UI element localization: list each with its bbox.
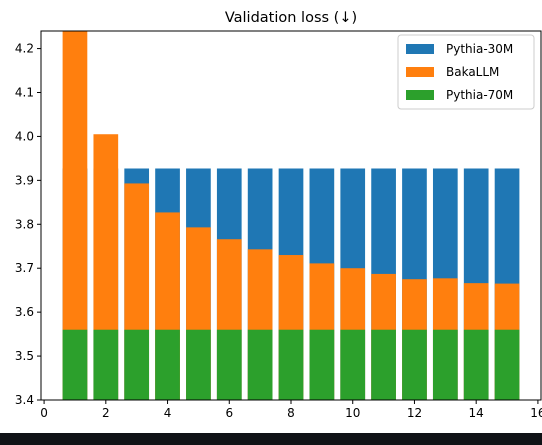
bar-pythia-70m-5 — [186, 329, 211, 400]
bar-pythia-70m-8 — [278, 329, 304, 400]
legend-label: Pythia-70M — [446, 88, 513, 102]
axes-group: 3.4 3.5 3.6 3.7 3.8 3.9 4.0 4.1 4.2 0 2 4 6 8 10 12 14 16 — [15, 30, 542, 420]
bar-pythia-70m-3 — [124, 329, 150, 400]
y-tick-label: 3.6 — [15, 305, 34, 319]
x-tick-label: 8 — [287, 406, 295, 420]
x-tick-label: 0 — [40, 406, 48, 420]
y-tick-label: 3.4 — [15, 393, 34, 407]
x-tick-label: 16 — [530, 406, 542, 420]
y-tick-label: 3.7 — [15, 261, 34, 275]
legend-label: Pythia-30M — [446, 42, 513, 56]
x-tick-label: 14 — [469, 406, 484, 420]
bar-pythia-70m-9 — [309, 329, 335, 400]
y-tick-label: 3.5 — [15, 349, 34, 363]
legend-swatch — [406, 44, 434, 54]
bar-pythia-70m-10 — [340, 329, 366, 400]
bars-group — [62, 31, 520, 400]
bar-pythia-70m-2 — [93, 329, 119, 400]
bar-pythia-70m-13 — [432, 329, 458, 400]
legend-swatch — [406, 90, 434, 100]
chart-title: Validation loss (↓) — [225, 10, 357, 26]
bar-pythia-70m-7 — [247, 329, 273, 400]
x-tick-label: 4 — [164, 406, 172, 420]
legend-label: BakaLLM — [446, 65, 499, 79]
y-tick-label: 4.2 — [15, 42, 34, 56]
bar-pythia-70m-15 — [494, 329, 520, 400]
y-tick-label: 4.0 — [15, 129, 34, 143]
x-tick-label: 6 — [225, 406, 233, 420]
x-tick-label: 2 — [102, 406, 110, 420]
y-tick-label: 4.1 — [15, 86, 34, 100]
x-tick-label: 10 — [345, 406, 360, 420]
x-tick-label: 12 — [407, 406, 422, 420]
bar-pythia-70m-14 — [463, 329, 489, 400]
bar-pythia-70m-11 — [371, 329, 396, 400]
legend-swatch — [406, 67, 434, 77]
window-bottom-bar — [0, 433, 542, 445]
bar-pythia-70m-4 — [155, 329, 180, 400]
bar-pythia-70m-1 — [62, 329, 88, 400]
bar-pythia-70m-12 — [402, 329, 427, 400]
legend: Pythia-30M BakaLLM Pythia-70M — [397, 34, 535, 110]
y-tick-label: 3.9 — [15, 173, 34, 187]
bar-pythia-70m-6 — [216, 329, 242, 400]
y-tick-label: 3.8 — [15, 217, 34, 231]
